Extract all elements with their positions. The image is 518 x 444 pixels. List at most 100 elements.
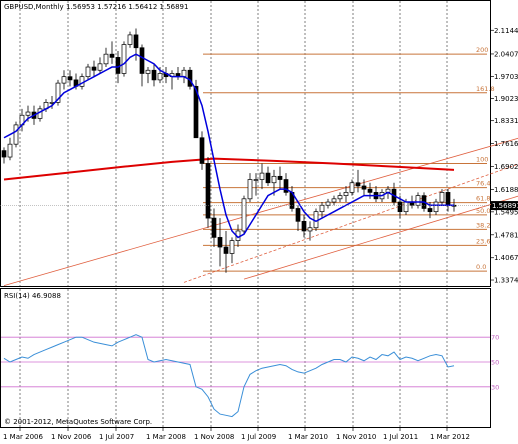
fib-level-label: 61.8 [476, 195, 490, 203]
candle [229, 237, 235, 264]
time-tick-label: 1 Jul 2009 [241, 433, 276, 441]
rsi-line [3, 334, 455, 418]
price-tick-label: 1.97035 [494, 73, 518, 81]
candle [265, 166, 271, 186]
candle [301, 214, 307, 238]
candle [133, 28, 139, 61]
candle [277, 166, 283, 190]
trend-channel [3, 137, 518, 286]
time-tick-label: 1 Mar 2012 [430, 433, 470, 441]
candle [343, 185, 349, 203]
candle [325, 198, 331, 209]
time-tick-label: 1 Mar 2010 [288, 433, 328, 441]
time-tick-label: 1 Mar 2008 [146, 433, 186, 441]
price-panel[interactable]: 200 161.8 100 76.4 61.8 50.0 38.2 23.6 0.0 GBPUS… [0, 0, 518, 287]
fib-level-label: 38.2 [476, 221, 490, 229]
time-axis: 1 Mar 2006 1 Nov 2006 1 Jul 2007 1 Mar 2008… [3, 428, 470, 441]
fib-level-label: 100 [476, 155, 488, 163]
price-tick-label: 1.90230 [494, 95, 518, 103]
price-tick-label: 1.83310 [494, 117, 518, 125]
rsi-level-label: 50 [491, 359, 499, 367]
fib-level-label: 200 [476, 46, 488, 54]
rsi-panel-frame [0, 288, 491, 428]
candle [307, 221, 313, 241]
price-tick-label: 1.76160 [494, 140, 518, 148]
candle [7, 137, 13, 161]
fib-level-label: 23.6 [476, 237, 490, 245]
candle [205, 157, 211, 228]
candle [55, 79, 61, 106]
candle [61, 70, 67, 90]
ma-fast-line [3, 53, 454, 239]
fib-level-label: 76.4 [476, 180, 490, 188]
candle [127, 31, 133, 48]
time-tick-label: 1 Nov 2008 [194, 433, 234, 441]
rsi-level-label: 30 [491, 383, 499, 391]
current-price-label: 1.56891 [492, 202, 518, 210]
candle [121, 41, 127, 77]
price-tick-label: 1.33740 [494, 277, 518, 285]
candle [319, 202, 325, 219]
candle [139, 44, 145, 87]
candle [151, 63, 157, 87]
candle [67, 70, 73, 87]
channel-upper-line [3, 137, 518, 286]
ohlc-values: 1.56953 1.57216 1.56412 1.56891 [66, 3, 188, 11]
price-tick-label: 2.04070 [494, 50, 518, 58]
copyright-text: © 2001-2012, MetaQuotes Software Corp. [4, 418, 152, 426]
candle [13, 121, 19, 148]
symbol-title: GBPUSD,Monthly [4, 3, 64, 11]
time-tick-label: 1 Nov 2006 [51, 433, 92, 441]
price-tick-label: 2.11440 [494, 27, 518, 35]
candle [253, 173, 259, 196]
candle [259, 163, 265, 190]
fib-level-label: 50.0 [476, 207, 490, 215]
price-tick-label: 1.47810 [494, 231, 518, 239]
price-tick-label: 1.61880 [494, 186, 518, 194]
price-tick-label: 1.69020 [494, 163, 518, 171]
vertical-grid [19, 1, 448, 286]
candle [283, 173, 289, 196]
current-price-tag: 1.56891 [491, 201, 518, 211]
candle [295, 205, 301, 231]
time-tick-label: 1 Mar 2006 [3, 433, 43, 441]
time-tick-label: 1 Jul 2007 [99, 433, 134, 441]
candle [337, 192, 343, 203]
candle [241, 195, 247, 235]
channel-lower-line [243, 195, 518, 280]
rsi-level-label: 70 [491, 334, 499, 342]
candle [331, 195, 337, 206]
candle [247, 173, 253, 203]
rsi-title: RSI(14) 46.9088 [4, 292, 61, 300]
candle [349, 179, 355, 196]
candle [439, 189, 445, 206]
candle [271, 169, 277, 196]
candle [187, 67, 193, 90]
candle [145, 67, 151, 84]
candle [91, 60, 97, 77]
candle [217, 218, 223, 267]
candle [211, 208, 217, 248]
price-tick-label: 1.40670 [494, 254, 518, 262]
fib-level-label: 0.0 [476, 263, 486, 271]
price-tick-label: 1.54950 [494, 208, 518, 216]
price-axis: 2.11440 2.04070 1.97035 1.90230 1.83310 1.761… [490, 27, 518, 285]
candle [361, 179, 367, 196]
candle [313, 208, 319, 231]
candle [103, 47, 109, 68]
time-tick-label: 1 Nov 2010 [336, 433, 376, 441]
price-panel-frame [0, 0, 491, 287]
candle [85, 63, 91, 80]
candle [109, 41, 115, 64]
candle [433, 198, 439, 215]
candle [1, 147, 7, 164]
candle [199, 131, 205, 170]
candle [355, 169, 361, 193]
candle [223, 230, 229, 273]
rsi-panel[interactable]: 70 50 30 RSI(14) 46.9088 © 2001-2012, Meta… [0, 288, 500, 428]
fib-level-label: 161.8 [476, 85, 495, 93]
candle [97, 57, 103, 74]
time-tick-label: 1 Jul 2011 [383, 433, 418, 441]
channel-mid-line [183, 163, 518, 283]
